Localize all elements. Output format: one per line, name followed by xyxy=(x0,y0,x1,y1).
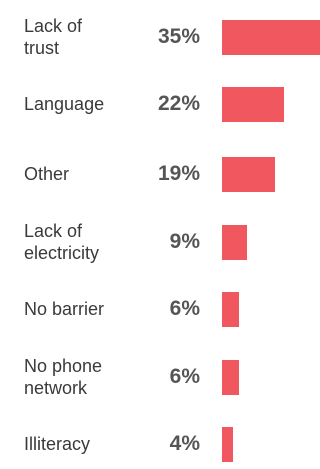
value-label: 19% xyxy=(157,162,200,185)
value-label: 6% xyxy=(169,297,200,320)
bar xyxy=(222,224,247,260)
bar-row: Language 22% xyxy=(0,79,320,129)
category-label: Other xyxy=(24,164,70,184)
category-label: No phone network xyxy=(24,356,103,398)
value-label: 4% xyxy=(169,432,200,455)
bar-row: Illiteracy 4% xyxy=(0,419,320,469)
bar xyxy=(222,291,239,327)
value-label: 22% xyxy=(157,92,200,115)
bar-row: Lack of trust 35% xyxy=(0,12,320,62)
bar-row: Other 19% xyxy=(0,149,320,199)
bar-row: No phone network 6% xyxy=(0,352,320,402)
category-label: Language xyxy=(24,94,105,114)
bar xyxy=(222,19,320,55)
value-label: 9% xyxy=(169,230,200,253)
bar xyxy=(222,359,239,395)
category-label: Lack of electricity xyxy=(24,221,100,263)
category-label: No barrier xyxy=(24,299,105,319)
category-label: Lack of trust xyxy=(24,16,83,58)
category-label: Illiteracy xyxy=(24,434,91,454)
value-label: 6% xyxy=(169,365,200,388)
value-label: 35% xyxy=(157,25,200,48)
bar xyxy=(222,86,284,122)
bar-row: No barrier 6% xyxy=(0,284,320,334)
bar xyxy=(222,156,275,192)
bar xyxy=(222,426,233,462)
bar-row: Lack of electricity 9% xyxy=(0,217,320,267)
